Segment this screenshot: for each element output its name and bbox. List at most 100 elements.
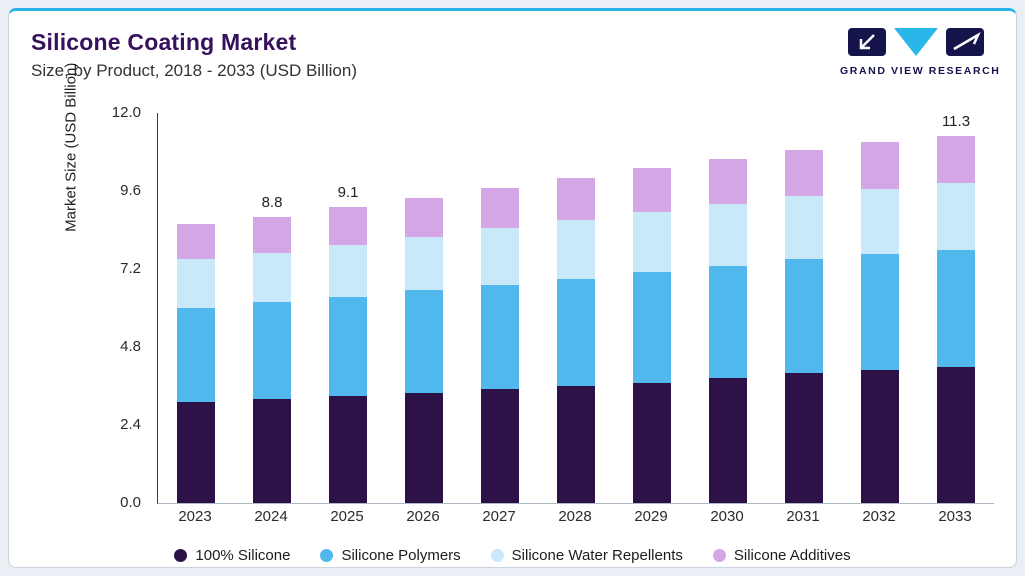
x-tick-label: 2028 — [558, 508, 592, 525]
bar-slot: 9.1 — [310, 113, 386, 503]
bar-segment — [329, 395, 367, 503]
bar-segment — [405, 236, 443, 291]
x-tick-label: 2031 — [786, 508, 820, 525]
bar-segment — [557, 278, 595, 386]
bar-segment — [481, 228, 519, 286]
bar-slot: 11.3 — [918, 113, 994, 503]
bar-segment — [861, 189, 899, 255]
bar-segment — [937, 366, 975, 503]
x-tick-label: 2024 — [254, 508, 288, 525]
bar-value-label: 11.3 — [941, 112, 971, 130]
bar-segment — [329, 207, 367, 245]
legend-label: Silicone Water Repellents — [511, 547, 683, 564]
x-tick-label: 2027 — [482, 508, 516, 525]
bar-segment — [177, 259, 215, 308]
y-tick-label: 0.0 — [120, 494, 141, 511]
bars-container: 8.8 9.1 11.3 — [158, 113, 994, 503]
bar-segment — [633, 272, 671, 383]
bar-slot — [538, 113, 614, 503]
x-tick-label: 2023 — [178, 508, 212, 525]
legend-label: Silicone Polymers — [341, 547, 461, 564]
stacked-bar — [329, 207, 367, 503]
y-tick-label: 2.4 — [120, 416, 141, 433]
legend-label: Silicone Additives — [733, 547, 851, 564]
bar-segment — [329, 244, 367, 297]
chart-card: Silicone Coating Market Size, by Product… — [8, 8, 1017, 568]
stacked-bar — [405, 197, 443, 503]
bar-segment — [557, 220, 595, 279]
bar-segment — [861, 369, 899, 503]
legend-dot-icon — [320, 549, 334, 562]
stacked-bar — [557, 178, 595, 503]
chart-subtitle: Size, by Product, 2018 - 2033 (USD Billi… — [31, 61, 357, 80]
x-tick-label: 2025 — [330, 508, 364, 525]
bar-segment — [937, 249, 975, 367]
legend-dot-icon — [712, 549, 726, 562]
y-axis-ticks: 0.0 2.4 4.8 7.2 9.6 12.0 — [101, 104, 149, 511]
stacked-bar — [937, 135, 975, 503]
bar-segment — [937, 135, 975, 183]
stacked-bar — [253, 217, 291, 503]
bar-value-label: 9.1 — [337, 184, 359, 202]
x-axis-labels: 2023 2024 2025 2026 2027 2028 2029 2030 2031 2032… — [157, 508, 993, 525]
bar-segment — [253, 217, 291, 253]
bar-slot — [690, 113, 766, 503]
bar-segment — [785, 373, 823, 503]
plot-area: 8.8 9.1 11.3 — [157, 113, 994, 504]
x-tick-label: 2026 — [406, 508, 440, 525]
bar-slot — [614, 113, 690, 503]
bar-segment — [709, 377, 747, 503]
bar-segment — [633, 382, 671, 503]
bar-segment — [633, 168, 671, 213]
x-tick-label: 2029 — [634, 508, 668, 525]
legend: 100% Silicone Silicone Polymers Silicone W… — [9, 547, 1016, 564]
legend-item: Silicone Water Repellents — [490, 547, 683, 564]
y-tick-label: 7.2 — [120, 260, 141, 277]
y-tick-label: 12.0 — [111, 104, 141, 121]
legend-label: 100% Silicone — [195, 547, 291, 564]
bar-segment — [253, 252, 291, 302]
stacked-bar — [861, 142, 899, 503]
bar-segment — [709, 204, 747, 266]
bar-segment — [557, 386, 595, 503]
bar-segment — [785, 259, 823, 373]
bar-segment — [861, 142, 899, 190]
bar-slot — [158, 113, 234, 503]
bar-segment — [785, 150, 823, 196]
bar-slot — [842, 113, 918, 503]
stacked-bar — [709, 158, 747, 503]
chart-title: Silicone Coating Market — [31, 29, 297, 55]
grand-view-research-logo: GRAND VIEW RESEARCH — [840, 27, 1001, 77]
y-axis-label: Market Size (USD Billion) — [62, 62, 80, 232]
legend-item: Silicone Additives — [712, 547, 851, 564]
bar-segment — [253, 399, 291, 503]
bar-segment — [405, 197, 443, 237]
bar-value-label: 8.8 — [261, 194, 283, 211]
legend-dot-icon — [174, 549, 188, 562]
bar-segment — [177, 223, 215, 260]
x-tick-label: 2033 — [938, 508, 972, 525]
bar-segment — [557, 178, 595, 221]
bar-segment — [481, 187, 519, 229]
y-tick-label: 4.8 — [120, 338, 141, 355]
bar-segment — [329, 296, 367, 396]
bar-slot — [462, 113, 538, 503]
bar-slot — [766, 113, 842, 503]
legend-dot-icon — [490, 549, 504, 562]
stacked-bar — [633, 168, 671, 503]
stacked-bar — [177, 223, 215, 503]
bar-segment — [405, 392, 443, 503]
bar-segment — [481, 389, 519, 503]
bar-segment — [709, 265, 747, 378]
bar-segment — [785, 195, 823, 260]
bar-segment — [253, 301, 291, 399]
stacked-bar — [785, 150, 823, 503]
y-tick-label: 9.6 — [120, 182, 141, 199]
logo-text: GRAND VIEW RESEARCH — [840, 65, 1001, 77]
legend-item: Silicone Polymers — [320, 547, 461, 564]
x-tick-label: 2032 — [862, 508, 896, 525]
bar-segment — [177, 402, 215, 503]
logo-icon — [848, 28, 984, 56]
bar-segment — [633, 212, 671, 273]
bar-segment — [709, 158, 747, 204]
